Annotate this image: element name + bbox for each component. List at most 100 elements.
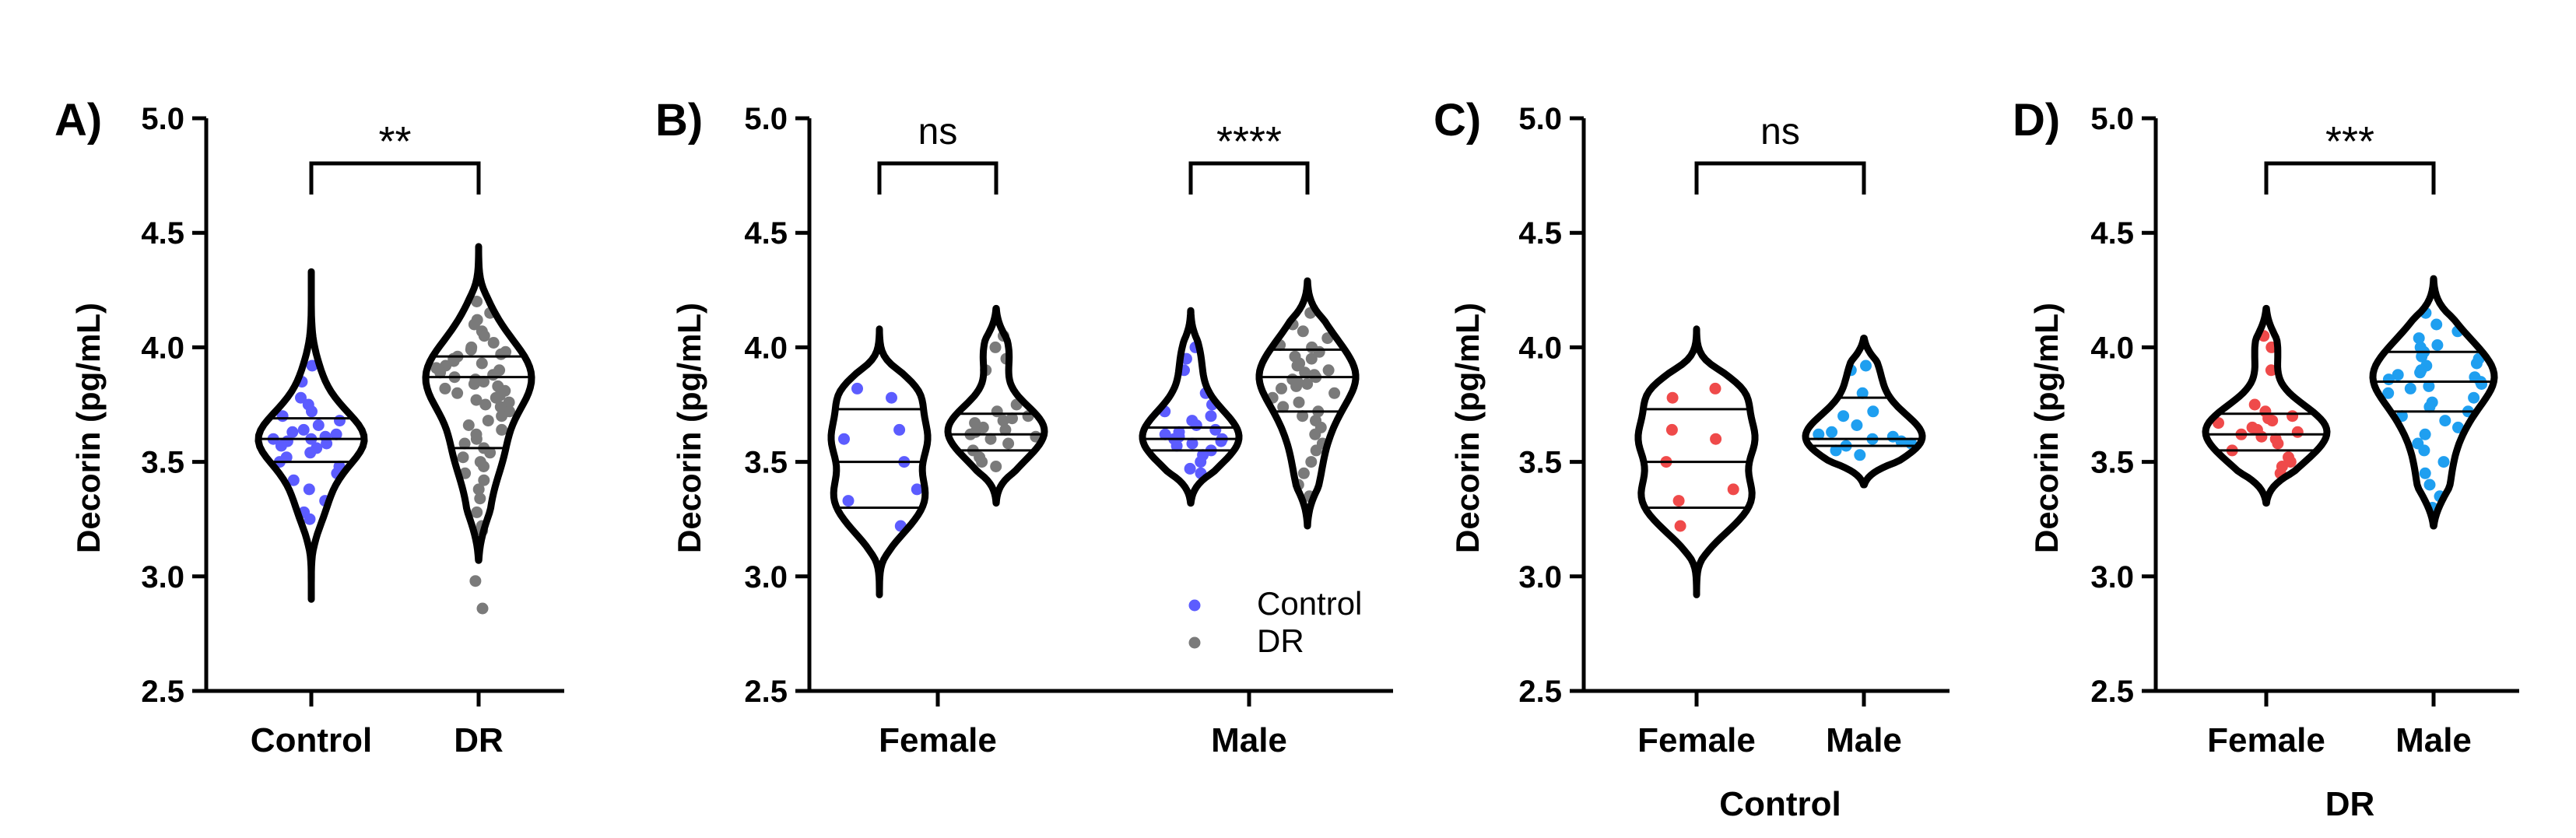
x-category-label: Male	[2395, 721, 2472, 759]
significance-label: ***	[2325, 118, 2374, 165]
y-tick-label: 2.5	[2090, 675, 2134, 709]
data-point	[1276, 382, 1287, 394]
data-point	[470, 433, 483, 445]
data-point	[495, 348, 507, 360]
data-point	[465, 343, 477, 356]
data-point	[1301, 378, 1314, 390]
data-point	[312, 419, 325, 431]
data-point	[469, 575, 482, 587]
data-point	[2423, 479, 2436, 491]
data-point	[2437, 456, 2450, 468]
data-point	[275, 440, 287, 452]
violin-outline	[1255, 277, 1360, 530]
data-point	[2468, 391, 2480, 404]
y-tick-label: 2.5	[141, 675, 184, 709]
data-point	[2470, 357, 2483, 370]
data-point	[496, 423, 508, 436]
data-point	[1709, 382, 1721, 394]
data-point	[2419, 467, 2431, 479]
data-point	[434, 366, 447, 379]
data-point	[2430, 318, 2443, 331]
data-point	[1310, 444, 1322, 457]
y-tick-label: 3.5	[2090, 446, 2134, 480]
data-point	[1837, 410, 1850, 423]
y-tick-label: 4.0	[2090, 331, 2134, 365]
data-point	[911, 483, 923, 496]
y-tick-label: 4.5	[141, 216, 184, 251]
data-point	[2452, 421, 2464, 433]
significance-bracket	[1694, 161, 1866, 195]
violin-outline	[254, 268, 368, 603]
data-point	[1299, 366, 1311, 379]
violin-outline	[1139, 307, 1243, 507]
y-tick-label: 5.0	[744, 102, 788, 136]
data-point	[334, 415, 346, 427]
y-tick-label: 5.0	[141, 102, 184, 136]
data-point	[2423, 380, 2435, 392]
data-point	[1860, 359, 1872, 372]
data-point	[2476, 378, 2488, 390]
data-point	[1867, 405, 1879, 418]
data-point	[1727, 483, 1739, 496]
significance-label: **	[378, 118, 411, 165]
y-tick-label: 4.0	[141, 331, 184, 365]
violin-outline	[944, 304, 1048, 507]
x-category-label: Male	[1826, 721, 1902, 759]
x-category-label: Control	[251, 721, 372, 759]
data-point	[478, 330, 490, 342]
x-category-label: Female	[879, 721, 997, 759]
data-point	[472, 483, 485, 496]
data-point	[1826, 426, 1838, 438]
panel-letter: A)	[54, 95, 102, 146]
data-point	[321, 437, 333, 450]
data-point	[458, 437, 471, 450]
data-point	[2416, 350, 2428, 363]
data-point	[1851, 419, 1863, 431]
y-tick-label: 4.5	[2090, 216, 2134, 251]
data-point	[1856, 387, 1869, 399]
data-point	[1830, 444, 1842, 457]
data-point	[478, 461, 490, 472]
data-point	[478, 474, 490, 486]
data-point	[893, 423, 906, 436]
x-category-label: Female	[1637, 721, 1756, 759]
data-point	[439, 382, 451, 394]
data-point	[462, 419, 475, 431]
y-tick-label: 3.0	[744, 560, 788, 594]
data-point	[1170, 440, 1183, 452]
data-point	[2286, 410, 2299, 423]
data-point	[1190, 419, 1202, 431]
data-point	[1293, 396, 1305, 408]
significance-label: ****	[1216, 118, 1282, 165]
significance-label: ns	[918, 111, 958, 153]
points-female-female	[1660, 382, 1739, 532]
data-point	[1297, 325, 1309, 338]
data-point	[1277, 401, 1290, 413]
data-point	[303, 483, 315, 496]
violin-outline	[827, 325, 932, 598]
violin-outline	[2369, 275, 2498, 530]
data-point	[1297, 467, 1310, 479]
data-point	[2439, 415, 2451, 427]
y-tick-label: 2.5	[744, 675, 788, 709]
data-point	[1291, 359, 1304, 372]
data-point	[476, 357, 488, 370]
y-axis-label: Decorin (pg/mL)	[671, 303, 707, 553]
data-point	[490, 391, 502, 404]
y-tick-label: 3.5	[744, 446, 788, 480]
data-point	[1328, 387, 1341, 399]
data-point	[470, 394, 483, 406]
y-tick-label: 5.0	[2090, 102, 2134, 136]
y-tick-label: 4.0	[744, 331, 788, 365]
data-point	[2266, 415, 2279, 427]
y-tick-label: 3.0	[1518, 560, 1562, 594]
x-category-label: Male	[1211, 721, 1287, 759]
data-point	[287, 474, 300, 486]
significance-label: ns	[1760, 111, 1800, 153]
data-point	[1006, 412, 1018, 425]
y-axis-label: Decorin (pg/mL)	[70, 303, 107, 553]
data-point	[2414, 366, 2427, 379]
data-point	[286, 426, 299, 438]
y-tick-label: 3.0	[141, 560, 184, 594]
